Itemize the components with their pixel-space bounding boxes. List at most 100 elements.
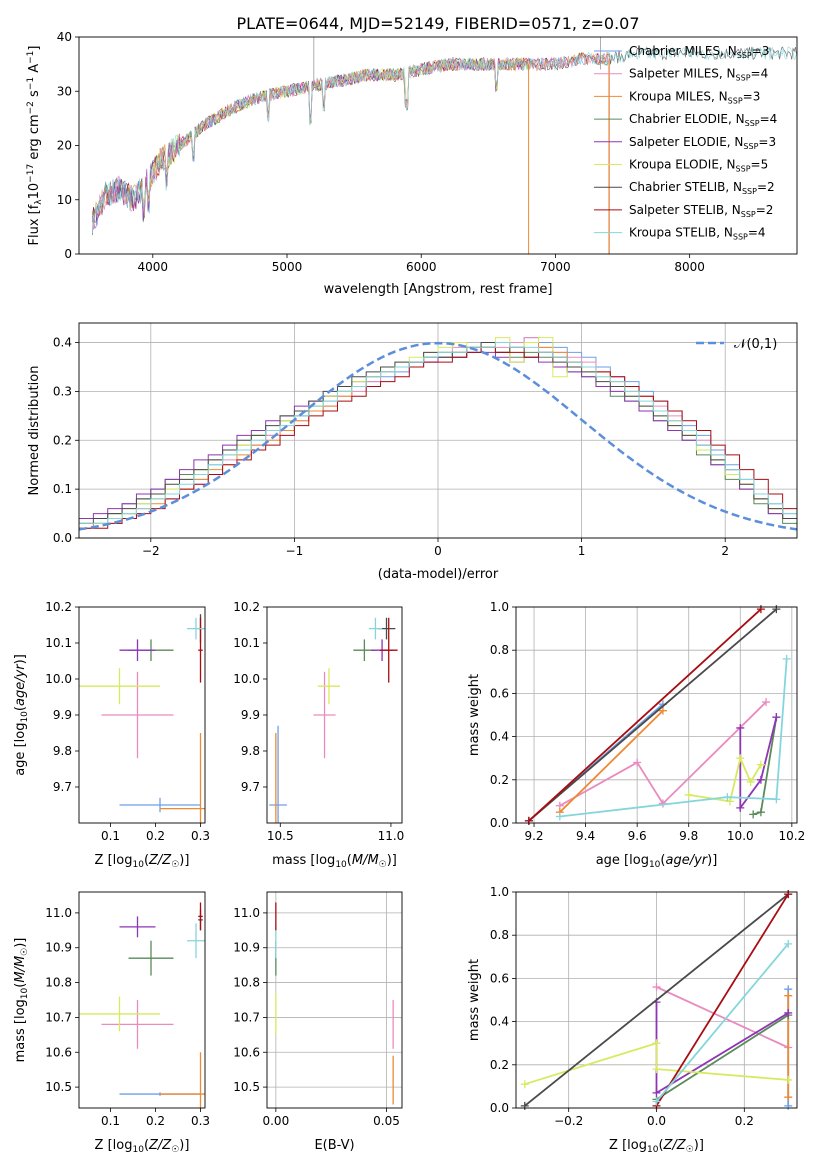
legend-entry: Salpeter ELODIE, NSSP=3 xyxy=(629,135,776,151)
weight-marker xyxy=(756,775,765,784)
weight-marker xyxy=(756,605,765,614)
weight-marker xyxy=(736,803,745,812)
weight-marker xyxy=(746,777,755,786)
x-tick-label: 8000 xyxy=(674,260,705,274)
y-tick-label: 0.3 xyxy=(53,384,72,398)
weight-marker xyxy=(784,991,793,1000)
x-tick-label: 5000 xyxy=(272,260,303,274)
weight-marker xyxy=(772,713,781,722)
y-tick-label: 0.2 xyxy=(490,1058,509,1072)
y-tick-label: 0.8 xyxy=(490,643,509,657)
mass-vs-Z-panel: 0.1 0.2 0.3 10.5 10.6 10.7 10.8 10.9 11.0 Z [log1… xyxy=(13,891,210,1155)
y-tick-label: 0.4 xyxy=(490,730,509,744)
y-tick-label: 9.8 xyxy=(53,744,72,758)
y-tick-label: 10.1 xyxy=(45,636,72,650)
y-tick-label: 10.7 xyxy=(233,1010,260,1024)
x-tick-label: 0.2 xyxy=(735,1114,754,1128)
y-tick-label: 9.9 xyxy=(53,708,72,722)
weight-marker xyxy=(784,939,793,948)
x-tick-label: 7000 xyxy=(540,260,571,274)
y-tick-label: 10.7 xyxy=(45,1010,72,1024)
axes-frame xyxy=(515,891,798,1109)
weight-marker xyxy=(520,1101,529,1110)
x-tick-label: 10.2 xyxy=(778,829,805,843)
x-axis-label: mass [log10(M/M☉)] xyxy=(272,853,397,870)
weight-marker xyxy=(784,1075,793,1084)
x-axis-label: E(B-V) xyxy=(314,1138,354,1153)
x-axis-label: Z [log10(Z/Z☉)] xyxy=(609,1138,704,1155)
x-tick-label: −2 xyxy=(142,544,160,558)
weight-marker xyxy=(756,760,765,769)
weight-marker xyxy=(772,795,781,804)
weight-marker xyxy=(772,605,781,614)
weight-marker xyxy=(658,706,667,715)
spectrum-line xyxy=(92,46,797,233)
weight-marker xyxy=(652,1039,661,1048)
x-tick-label: −0.2 xyxy=(554,1114,583,1128)
weight-line xyxy=(739,716,778,811)
weight-marker xyxy=(684,790,693,799)
weight-line xyxy=(524,1041,789,1086)
legend-entry: Chabrier MILES, NSSP=3 xyxy=(629,44,769,60)
x-tick-label: 9.2 xyxy=(524,829,543,843)
mass-vs-EBV-panel: 0.00 0.05 10.5 10.6 10.7 10.8 10.9 11.0 E(B-V) xyxy=(233,891,403,1153)
x-tick-label: 4000 xyxy=(138,260,169,274)
error-bars xyxy=(79,614,205,823)
x-axis-label: (data-model)/error xyxy=(378,567,499,582)
y-tick-label: 10.6 xyxy=(45,1045,72,1059)
weight-marker xyxy=(652,983,661,992)
weight-marker xyxy=(633,758,642,767)
y-tick-label: 10.2 xyxy=(45,600,72,614)
axes-frame xyxy=(78,891,206,1109)
y-axis-label: Normed distribution xyxy=(27,366,42,496)
x-tick-label: 0.1 xyxy=(101,1114,120,1128)
y-tick-label: 10.9 xyxy=(233,941,260,955)
x-tick-label: 2 xyxy=(721,544,729,558)
weight-marker xyxy=(652,1097,661,1106)
x-axis-label: wavelength [Angstrom, rest frame] xyxy=(324,282,553,297)
weight-line xyxy=(656,1014,789,1101)
figure-title: PLATE=0644, MJD=52149, FIBERID=0571, z=0… xyxy=(236,14,639,33)
y-tick-label: 9.8 xyxy=(241,744,260,758)
axes-frame xyxy=(78,322,798,539)
weight-marker xyxy=(524,816,533,825)
y-tick-label: 10.5 xyxy=(233,1080,260,1094)
y-tick-label: 0.0 xyxy=(53,531,72,545)
x-tick-label: 0.2 xyxy=(146,829,165,843)
x-tick-label: 9.4 xyxy=(576,829,595,843)
weight-marker xyxy=(762,698,771,707)
axes-frame xyxy=(78,36,798,255)
weight-marker xyxy=(736,723,745,732)
weight-line xyxy=(559,658,788,818)
spectrum-panel: 4000 5000 6000 7000 8000 0 10 20 30 40 Chabrier MI… xyxy=(26,30,798,297)
y-tick-label: 40 xyxy=(57,30,72,44)
y-tick-label: 10.0 xyxy=(233,672,260,686)
histogram-step xyxy=(79,346,797,538)
x-tick-label: 9.8 xyxy=(679,829,698,843)
y-tick-label: 10 xyxy=(57,193,72,207)
y-tick-label: 10.8 xyxy=(233,976,260,990)
weight-marker xyxy=(555,812,564,821)
y-tick-label: 10.8 xyxy=(45,976,72,990)
y-tick-label: 10.2 xyxy=(233,600,260,614)
y-tick-label: 11.0 xyxy=(45,906,72,920)
weight-marker xyxy=(784,890,793,899)
weight-marker xyxy=(782,654,791,663)
x-tick-label: 0.1 xyxy=(101,829,120,843)
weight-line xyxy=(559,710,664,813)
weight-line xyxy=(559,701,767,807)
y-tick-label: 0.4 xyxy=(490,1015,509,1029)
weight-vs-Z-panel: −0.2 0.0 0.2 0.0 0.2 0.4 0.6 0.8 1.0 Z [log10(Z/Z… xyxy=(467,885,798,1155)
x-axis-label: age [log10(age/yr)] xyxy=(596,853,718,870)
legend-entry: Chabrier STELIB, NSSP=2 xyxy=(629,180,775,196)
spectrum-line xyxy=(92,52,609,230)
legend-entry: Salpeter MILES, NSSP=4 xyxy=(629,67,768,83)
error-bars xyxy=(79,902,205,1108)
x-tick-label: 0 xyxy=(434,544,442,558)
x-tick-label: 1 xyxy=(578,544,586,558)
y-tick-label: 10.5 xyxy=(45,1080,72,1094)
y-tick-label: 0.4 xyxy=(53,336,72,350)
weight-marker xyxy=(652,1088,661,1097)
x-tick-label: 0.05 xyxy=(373,1114,400,1128)
